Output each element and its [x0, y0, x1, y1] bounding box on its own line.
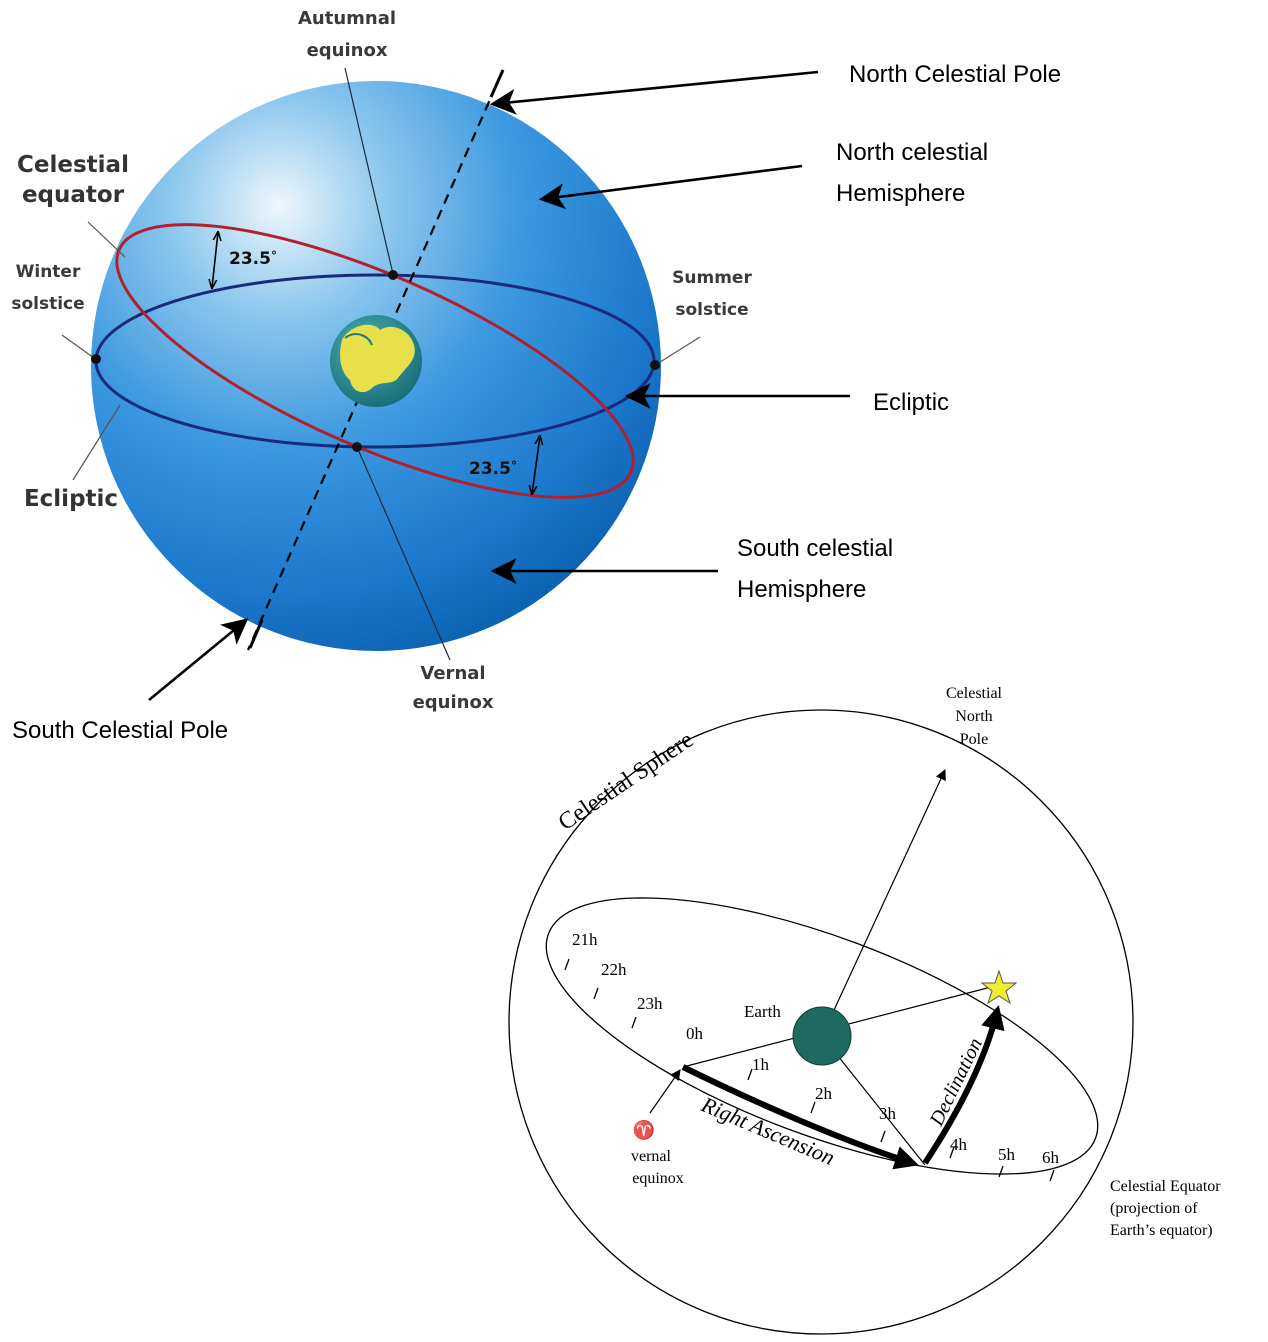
north-hemisphere-callout-1: North celestial: [836, 139, 988, 166]
vernal-label-bottom-2: equinox: [632, 1170, 684, 1187]
summer-leader: [656, 336, 701, 365]
summer-solstice-dot: [650, 360, 660, 370]
callouts: North Celestial Pole North celestial Hem…: [12, 61, 1061, 744]
right-ascension-arc: [681, 1064, 919, 1170]
coord-celestial-sphere: [508, 709, 1134, 1335]
celestial-equator-label-1: Celestial: [17, 152, 129, 178]
declination-arc: [922, 1005, 1005, 1165]
north-pole-arrow: [489, 70, 819, 115]
vernal-equinox-dot: [352, 442, 362, 452]
autumnal-leader: [344, 67, 394, 275]
north-pole-callout: North Celestial Pole: [849, 61, 1061, 88]
hour-21h: 21h: [572, 930, 598, 949]
winter-solstice-label-1: Winter: [16, 262, 81, 282]
north-pole-label-1: Celestial: [946, 685, 1003, 702]
summer-solstice-label-1: Summer: [672, 268, 752, 288]
celestial-equator-label-b: (projection of: [1110, 1200, 1198, 1217]
tilt-angle-bottom: 23.5°: [469, 459, 517, 479]
south-hemisphere-callout-2: Hemisphere: [737, 576, 866, 603]
hour-2h: 2h: [815, 1084, 833, 1103]
south-pole-callout: South Celestial Pole: [12, 717, 228, 744]
autumnal-label-2: equinox: [307, 40, 388, 61]
winter-solstice-dot: [91, 354, 101, 364]
hour-0h: 0h: [686, 1024, 704, 1043]
north-pole-label-2: North: [955, 708, 992, 725]
hour-6h: 6h: [1042, 1148, 1060, 1167]
south-pole-tick: [248, 619, 264, 649]
tilt-arrow-bottom: [532, 436, 540, 494]
north-hemisphere-callout-2: Hemisphere: [836, 180, 965, 207]
hour-5h: 5h: [998, 1145, 1016, 1164]
hour-labels: 21h 22h 23h 0h 1h 2h 3h 4h 5h 6h: [572, 930, 1060, 1167]
celestial-sphere-label: Celestial Sphere: [554, 727, 698, 836]
ecliptic-label-left: Ecliptic: [24, 486, 118, 512]
celestial-equator-label-2: equator: [22, 182, 125, 208]
vernal-label-2: equinox: [413, 692, 494, 713]
ecliptic-callout: Ecliptic: [873, 389, 949, 416]
winter-solstice-label-2: solstice: [11, 294, 84, 314]
hour-1h: 1h: [752, 1055, 770, 1074]
autumnal-equinox-dot: [388, 270, 398, 280]
coord-earth: [792, 1006, 852, 1066]
vernal-label-bottom-1: vernal: [631, 1148, 672, 1165]
winter-leader: [61, 334, 95, 359]
autumnal-label-1: Autumnal: [298, 8, 396, 29]
vernal-label-1: Vernal: [420, 663, 485, 684]
south-hemisphere-callout-1: South celestial: [737, 535, 893, 562]
summer-solstice-label-2: solstice: [675, 300, 748, 320]
earth-globe: [330, 315, 422, 407]
ecliptic-leader: [72, 404, 121, 481]
south-pole-arrow: [148, 618, 249, 702]
celestial-sphere-diagram: Autumnal equinox Celestial equator Winte…: [11, 8, 752, 713]
north-pole-tick: [489, 69, 505, 98]
vernal-equinox-pointer: [649, 1069, 681, 1114]
hour-3h: 3h: [879, 1104, 897, 1123]
north-hemisphere-arrow: [538, 164, 803, 210]
vernal-leader: [356, 446, 451, 661]
star-icon: [980, 969, 1018, 1005]
north-pole-label-3: Pole: [960, 731, 988, 748]
north-pole-vector: [821, 769, 946, 1037]
tilt-arrow-top: [212, 232, 218, 288]
coord-celestial-equator: [545, 897, 1099, 1175]
aries-symbol: ♈: [633, 1119, 655, 1140]
celestial-equator-label-c: Earth’s equator): [1110, 1222, 1213, 1239]
hour-4h: 4h: [950, 1135, 968, 1154]
celestial-equator-label-a: Celestial Equator: [1110, 1178, 1221, 1195]
hour-23h: 23h: [637, 994, 663, 1013]
earth-label: Earth: [744, 1002, 781, 1021]
celestial-axis: [246, 69, 505, 651]
hour-ticks: [564, 958, 1055, 1182]
tilt-angle-top: 23.5°: [229, 249, 277, 269]
equator-leader: [87, 221, 126, 258]
hour-22h: 22h: [601, 960, 627, 979]
coordinate-diagram: 21h 22h 23h 0h 1h 2h 3h 4h 5h 6h Celesti…: [508, 685, 1221, 1335]
ecliptic-ring: [115, 223, 635, 499]
